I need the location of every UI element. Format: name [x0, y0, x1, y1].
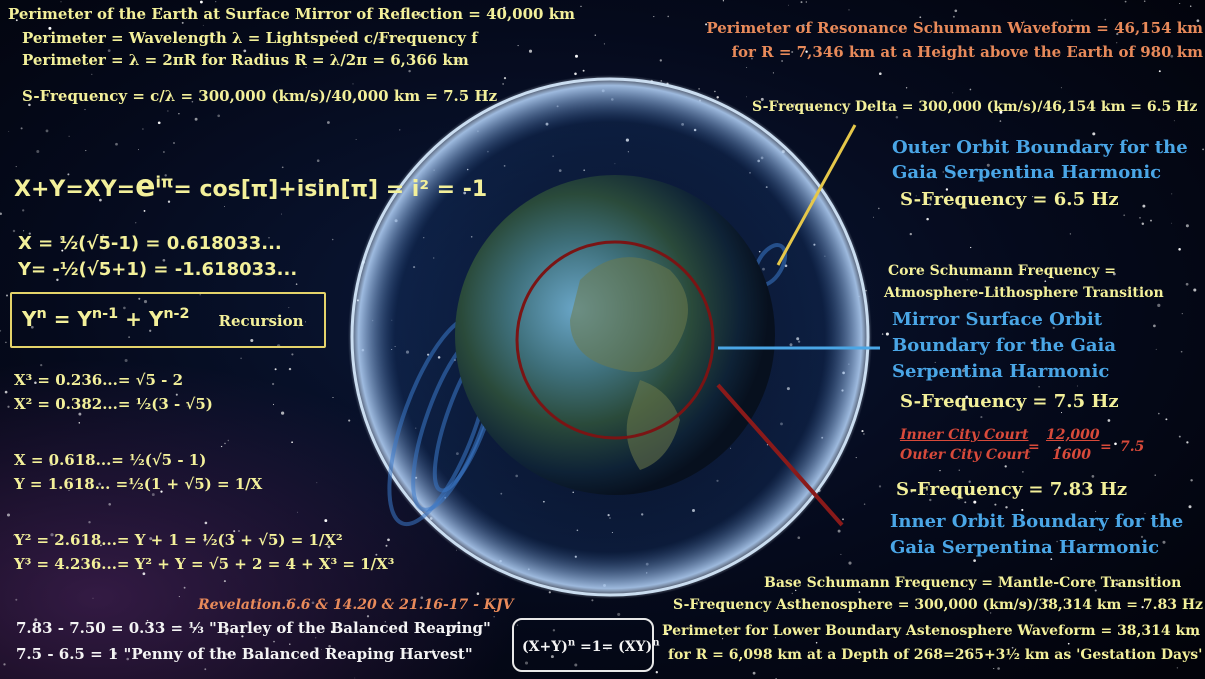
euler-lhs: X+Y=XY= [14, 177, 136, 202]
city-court-result: 7.5 [1120, 439, 1145, 455]
recursion-exp-n: n [36, 306, 47, 323]
recursion-eq: = Y [53, 307, 92, 331]
surface-frequency-formula: S-Frequency = c/λ = 300,000 (km/s)/40,00… [22, 87, 498, 105]
euler-e: e [135, 169, 156, 204]
city-court-denominator: 1600 [1052, 447, 1091, 463]
identity-formula: (X+Y)n =1= (XY)n [522, 637, 660, 655]
power-x1: X = 0.618...= ½(√5 - 1) [14, 451, 207, 469]
euler-rhs: = cos[π]+isin[π] = i² = -1 [173, 177, 488, 202]
identity-lhs: (X+Y) [522, 639, 568, 655]
asthenosphere-perimeter: Perimeter for Lower Boundary Astenospher… [662, 623, 1201, 639]
city-court-equals-1: = [1028, 439, 1040, 455]
power-y3: Y³ = 4.236...= Y² + Y = √5 + 2 = 4 + X³ … [14, 555, 395, 573]
frequency-delta-formula: S-Frequency Delta = 300,000 (km/s)/46,15… [752, 99, 1198, 115]
surface-perimeter-label: Perimeter of the Earth at Surface Mirror… [8, 5, 575, 23]
radius-formula: Perimeter = λ = 2πR for Radius R = λ/2π … [22, 51, 469, 69]
inner-orbit-label-1: Inner Orbit Boundary for the [890, 511, 1184, 532]
reaping-line-1: 7.83 - 7.50 = 0.33 = ⅓ "Barley of the Ba… [16, 619, 491, 637]
outer-orbit-label-2: Gaia Serpentina Harmonic [892, 162, 1162, 183]
city-court-equals-2: = [1100, 439, 1112, 455]
euler-equation: X+Y=XY=eiπ= cos[π]+isin[π] = i² = -1 [14, 170, 487, 203]
reaping-line-2: 7.5 - 6.5 = 1 "Penny of the Balanced Rea… [16, 645, 473, 663]
mirror-orbit-label-3: Serpentina Harmonic [892, 361, 1110, 382]
recursion-base: Y [22, 307, 37, 331]
recursion-label: Recursion [218, 312, 304, 330]
recursion-plus: + Y [125, 307, 164, 331]
mirror-orbit-frequency: S-Frequency = 7.5 Hz [900, 391, 1119, 412]
phi-x-value: X = ½(√5-1) = 0.618033... [18, 233, 282, 254]
mirror-orbit-label-2: Boundary for the Gaia [892, 335, 1117, 356]
inner-orbit-frequency: S-Frequency = 7.83 Hz [896, 479, 1128, 500]
identity-box [512, 618, 654, 672]
mirror-orbit-label-1: Mirror Surface Orbit [892, 309, 1103, 330]
power-x2: X² = 0.382...= ½(3 - √5) [14, 395, 213, 413]
recursion-exp-n1: n-1 [91, 306, 119, 323]
outer-orbit-label-1: Outer Orbit Boundary for the [892, 137, 1188, 158]
wavelength-formula: Perimeter = Wavelength λ = Lightspeed c/… [22, 29, 478, 47]
phi-y-value: Y= -½(√5+1) = -1.618033... [18, 259, 298, 280]
inner-orbit-label-2: Gaia Serpentina Harmonic [890, 537, 1160, 558]
asthenosphere-frequency: S-Frequency Asthenosphere = 300,000 (km/… [673, 597, 1203, 613]
outer-city-court: Outer City Court [900, 447, 1031, 463]
outer-orbit-frequency: S-Frequency = 6.5 Hz [900, 189, 1119, 210]
recursion-exp-n2: n-2 [163, 306, 190, 323]
resonance-radius-label: for R = 7,346 km at a Height above the E… [731, 43, 1203, 61]
recursion-formula: Yn = Yn-1 + Yn-2 Recursion [22, 306, 304, 331]
euler-exponent: iπ [155, 172, 174, 192]
core-transition-label: Atmosphere-Lithosphere Transition [884, 285, 1164, 301]
city-court-numerator: 12,000 [1046, 427, 1100, 443]
power-y1: Y = 1.618... =½(1 + √5) = 1/X [14, 475, 263, 493]
core-frequency-label: Core Schumann Frequency = [888, 263, 1117, 279]
identity-exp-2: n [652, 637, 660, 649]
resonance-perimeter-label: Perimeter of Resonance Schumann Waveform… [706, 19, 1203, 37]
power-y2: Y² = 2.618...= Y + 1 = ½(3 + √5) = 1/X² [14, 531, 343, 549]
asthenosphere-depth: for R = 6,098 km at a Depth of 268=265+3… [668, 647, 1203, 663]
inner-city-court: Inner City Court [900, 427, 1029, 443]
base-schumann-label: Base Schumann Frequency = Mantle-Core Tr… [764, 575, 1182, 591]
identity-mid: =1= (XY) [580, 639, 653, 655]
revelation-reference: Revelation.6.6 & 14.20 & 21.16-17 - KJV [198, 597, 514, 613]
identity-exp-1: n [567, 637, 576, 649]
power-x3: X³ = 0.236...= √5 - 2 [14, 371, 184, 389]
recursion-box [10, 292, 326, 348]
